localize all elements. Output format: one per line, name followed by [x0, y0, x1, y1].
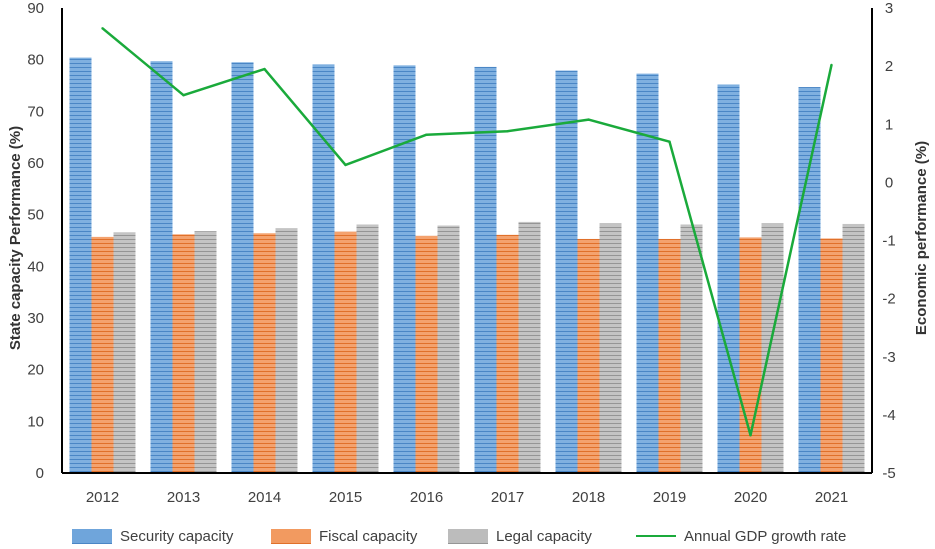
bar-fiscal-2013 — [172, 234, 195, 473]
legend-item-gdp: Annual GDP growth rate — [636, 524, 846, 548]
bar-legal-2015 — [356, 224, 379, 473]
legend-label-gdp: Annual GDP growth rate — [684, 527, 847, 545]
y-axis-title: State capacity Performance (%) — [7, 126, 24, 350]
bar-fiscal-2020 — [739, 237, 762, 473]
x-tick-label: 2013 — [167, 489, 200, 506]
left-tick-label: 70 — [27, 103, 44, 120]
bar-security-2021 — [798, 87, 821, 474]
x-tick-label: 2017 — [491, 489, 524, 506]
legend-label-security: Security capacity — [120, 527, 234, 545]
gdp-point-2016 — [425, 133, 428, 136]
bar-security-2019 — [636, 73, 659, 473]
bar-legal-2012 — [113, 232, 136, 473]
gdp-point-2015 — [344, 163, 347, 167]
x-tick-label: 2014 — [248, 489, 281, 506]
right-tick-label: -5 — [882, 465, 895, 482]
bar-security-2020 — [717, 84, 740, 473]
bar-security-2017 — [474, 66, 497, 474]
right-tick-label: -4 — [882, 407, 895, 424]
gdp-point-2017 — [506, 130, 509, 133]
bar-security-2016 — [393, 65, 416, 473]
gdp-point-2012 — [101, 27, 104, 30]
legend-item-fiscal: Fiscal capacity — [271, 524, 417, 548]
bar-security-2012 — [69, 57, 92, 473]
gdp-growth-line — [101, 27, 833, 437]
left-tick-label: 40 — [27, 258, 44, 275]
left-tick-label: 60 — [27, 155, 44, 172]
right-tick-label: -3 — [882, 349, 895, 366]
right-tick-label: 2 — [885, 58, 893, 75]
bar-legal-2019 — [680, 224, 703, 473]
bar-legal-2017 — [518, 221, 541, 473]
y2-axis-title: Economic performance (%) — [913, 141, 930, 335]
bar-fiscal-2016 — [415, 235, 438, 473]
gdp-point-2020 — [749, 434, 752, 437]
bar-fiscal-2018 — [577, 238, 600, 473]
right-tick-label: -1 — [882, 233, 895, 250]
right-tick-label: 3 — [885, 0, 893, 17]
right-tick-labels: -5 -4 -3 -2 -1 0 1 2 3 — [882, 0, 895, 482]
bar-security-2013 — [150, 61, 173, 473]
bar-security-2014 — [231, 62, 254, 473]
left-tick-label: 50 — [27, 207, 44, 224]
legend: Security capacity Fiscal capacity Legal … — [0, 524, 935, 548]
gdp-point-2019 — [668, 140, 671, 143]
bar-fiscal-2012 — [91, 236, 114, 473]
x-tick-label: 2015 — [329, 489, 362, 506]
legend-item-security: Security capacity — [72, 524, 233, 548]
x-tick-label: 2012 — [86, 489, 119, 506]
x-tick-label: 2018 — [572, 489, 605, 506]
x-tick-label: 2016 — [410, 489, 443, 506]
right-tick-label: 0 — [885, 174, 893, 191]
legend-swatch-security — [72, 528, 112, 544]
left-tick-label: 30 — [27, 310, 44, 327]
gdp-point-2021 — [830, 63, 833, 67]
bar-legal-2016 — [437, 225, 460, 473]
legend-swatch-fiscal — [271, 528, 311, 544]
bar-fiscal-2015 — [334, 231, 357, 473]
x-tick-labels: 2012 2013 2014 2015 2016 2017 2018 2019 2020 2021 — [86, 489, 848, 506]
bar-legal-2020 — [761, 223, 784, 473]
legend-line-gdp — [636, 535, 676, 537]
right-tick-label: -2 — [882, 291, 895, 308]
x-tick-label: 2019 — [653, 489, 686, 506]
bar-security-2018 — [555, 70, 578, 474]
bar-security-2015 — [312, 64, 335, 474]
legend-label-legal: Legal capacity — [496, 527, 592, 545]
bar-fiscal-2017 — [496, 234, 519, 473]
gdp-point-2014 — [263, 67, 266, 71]
x-tick-label: 2021 — [815, 489, 848, 506]
gdp-point-2018 — [587, 118, 590, 121]
bar-legal-2018 — [599, 223, 622, 473]
bar-fiscal-2014 — [253, 233, 276, 473]
bar-legal-2014 — [275, 228, 298, 473]
gdp-point-2013 — [182, 93, 185, 97]
bars-group — [69, 57, 865, 474]
bar-fiscal-2021 — [820, 238, 843, 473]
left-tick-label: 20 — [27, 362, 44, 379]
bar-fiscal-2019 — [658, 238, 681, 473]
left-tick-label: 10 — [27, 413, 44, 430]
bar-legal-2013 — [194, 231, 217, 473]
legend-item-legal: Legal capacity — [448, 524, 592, 548]
legend-label-fiscal: Fiscal capacity — [319, 527, 418, 545]
bar-legal-2021 — [842, 223, 865, 473]
right-tick-label: 1 — [885, 116, 893, 133]
left-tick-labels: 0 10 20 30 40 50 60 70 80 90 — [27, 0, 44, 482]
gdp-line-group — [101, 27, 833, 437]
left-tick-label: 90 — [27, 0, 44, 17]
left-tick-label: 0 — [36, 465, 44, 482]
left-tick-label: 80 — [27, 52, 44, 69]
x-tick-label: 2020 — [734, 489, 767, 506]
legend-swatch-legal — [448, 528, 488, 544]
